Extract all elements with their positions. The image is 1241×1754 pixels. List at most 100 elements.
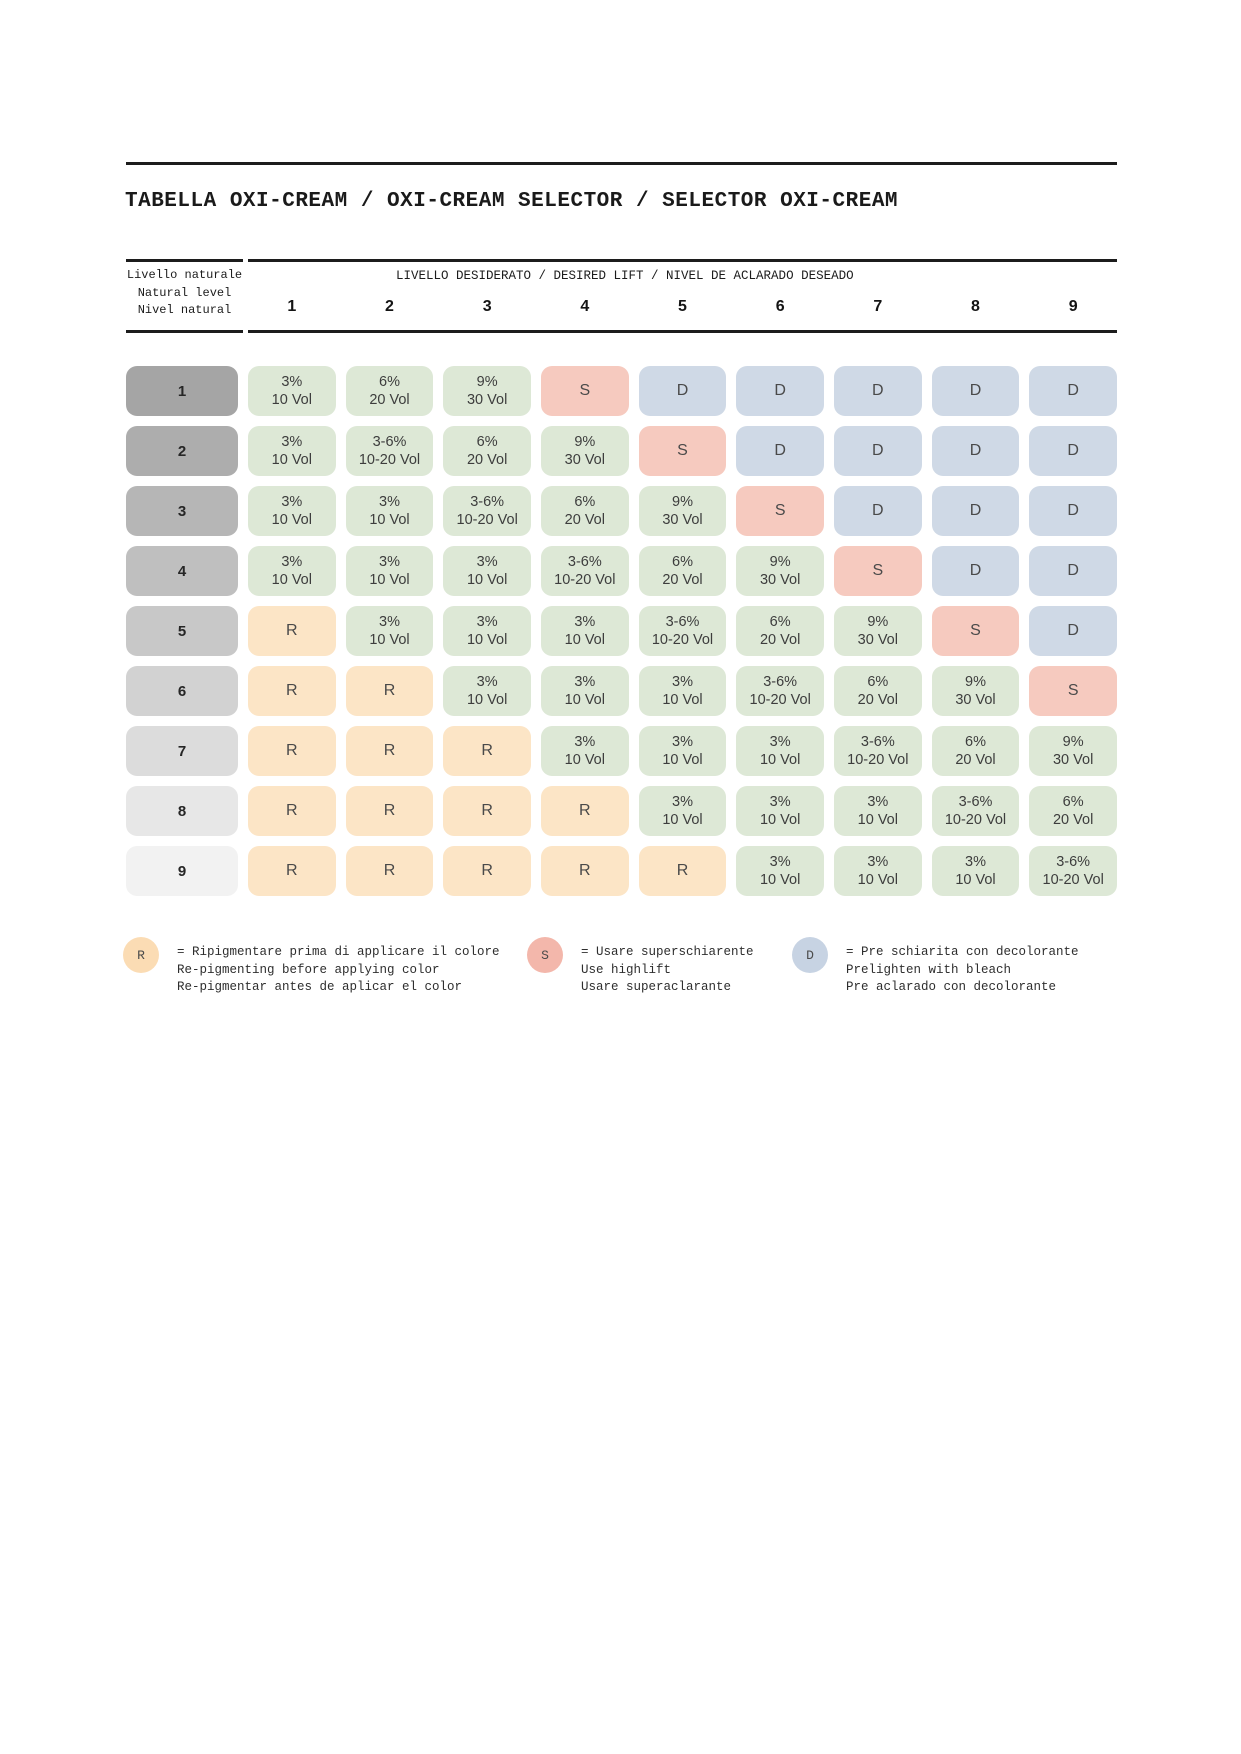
column-number-2: 2 (385, 298, 394, 315)
cell-line: 3-6% (860, 734, 895, 750)
cell-line: 10-20 Vol (358, 452, 421, 468)
cell-r8-c1: R (248, 786, 336, 836)
cell-line: 9% (1062, 734, 1084, 750)
header-rule-right (248, 259, 1117, 262)
cell-line: 3% (379, 494, 400, 510)
cell-r7-c9: 9% 30 Vol (1029, 726, 1117, 776)
cell-r9-c8: 3% 10 Vol (931, 846, 1020, 896)
legend-s-text: = Usare superschiarente Use highlift Usare… (581, 944, 754, 997)
cell-line: 10-20 Vol (749, 692, 811, 708)
cell-line: R (383, 862, 396, 879)
legend-d-badge: D (792, 937, 828, 973)
cell-line: R (286, 802, 298, 819)
cell-line: 3-6% (470, 494, 505, 510)
cell-r1-c3: 9% 30 Vol (443, 366, 531, 416)
cell-line: D (969, 382, 982, 399)
row-level-7: 7 (126, 726, 238, 776)
cell-line: 10 Vol (369, 512, 410, 528)
cell-line: R (383, 802, 396, 819)
cell-line: 30 Vol (564, 452, 605, 468)
cell-line: 3% (281, 494, 303, 510)
cell-r6-c5: 3% 10 Vol (638, 666, 727, 716)
cell-r4-c4: 3-6% 10-20 Vol (540, 546, 629, 596)
cell-line: 3% (379, 554, 400, 570)
cell-r1-c2: 6% 20 Vol (345, 366, 434, 416)
legend-line: Pre aclarado con decolorante (846, 980, 1057, 994)
cell-line: 30 Vol (466, 392, 508, 408)
cell-line: S (872, 562, 884, 579)
cell-line: 20 Vol (662, 572, 703, 588)
legend-line: = Pre schiarita con decolorante (846, 945, 1079, 959)
cell-line: 10 Vol (466, 692, 508, 708)
cell-line: 10 Vol (564, 632, 605, 648)
cell-r6-c9: S (1029, 666, 1117, 716)
cell-line: 6% (476, 434, 498, 450)
natural-level-line: Nivel natural (137, 303, 232, 317)
cell-line: 9% (574, 434, 596, 450)
cell-r2-c8: D (931, 426, 1020, 476)
cell-line: S (1067, 682, 1079, 699)
legend-line: Prelighten with bleach (846, 962, 1012, 977)
cell-line: 20 Vol (857, 692, 898, 708)
cell-r5-c6: 6% 20 Vol (736, 606, 824, 656)
cell-line: 3% (867, 854, 889, 870)
cell-line: 3-6% (567, 554, 602, 570)
cell-r5-c7: 9% 30 Vol (833, 606, 922, 656)
column-number-8: 8 (971, 298, 980, 315)
row-level-5: 5 (126, 606, 238, 656)
cell-line: 6% (574, 494, 596, 510)
cell-line: 30 Vol (662, 512, 703, 528)
cell-line: 10-20 Vol (651, 632, 714, 648)
cell-r7-c2: R (345, 726, 434, 776)
top-rule (126, 162, 1117, 165)
cell-r4-c9: D (1029, 546, 1117, 596)
cell-r7-c4: 3% 10 Vol (540, 726, 629, 776)
cell-r2-c5: S (638, 426, 727, 476)
cell-line: S (579, 382, 591, 399)
cell-line: 10-20 Vol (944, 812, 1007, 828)
cell-line: 3% (672, 734, 693, 750)
cell-line: 3% (965, 854, 986, 870)
cell-line: 10 Vol (662, 812, 703, 828)
selector-table: 1 3% 10 Vol 6% 20 Vol 9% 30 Vol S D D D D D 2 3% 10 Vol… (126, 366, 1117, 896)
cell-line: 10 Vol (857, 872, 898, 888)
cell-line: 10-20 Vol (1042, 872, 1104, 888)
cell-line: 10 Vol (955, 872, 996, 888)
cell-r5-c5: 3-6% 10-20 Vol (638, 606, 727, 656)
cell-line: R (286, 862, 298, 879)
cell-line: 10 Vol (466, 572, 508, 588)
cell-line: 20 Vol (1052, 812, 1094, 828)
row-level-4: 4 (126, 546, 238, 596)
cell-r3-c5: 9% 30 Vol (638, 486, 727, 536)
cell-line: 10 Vol (466, 632, 508, 648)
cell-line: R (481, 742, 493, 759)
row-level-6: 6 (126, 666, 238, 716)
cell-line: 20 Vol (369, 392, 410, 408)
cell-line: 10-20 Vol (456, 512, 518, 528)
cell-line: 10 Vol (271, 572, 312, 588)
cell-line: 10 Vol (759, 812, 801, 828)
cell-r5-c3: 3% 10 Vol (443, 606, 531, 656)
cell-r8-c8: 3-6% 10-20 Vol (931, 786, 1020, 836)
cell-line: 6% (672, 554, 693, 570)
natural-level-line: Livello naturale (126, 268, 243, 282)
subheader-rule-right (248, 330, 1117, 333)
cell-r8-c9: 6% 20 Vol (1029, 786, 1117, 836)
cell-r3-c6: S (736, 486, 824, 536)
legend-line: = Ripigmentare prima di applicare il col… (177, 945, 500, 959)
cell-r5-c1: R (248, 606, 336, 656)
cell-line: 3% (281, 434, 303, 450)
cell-line: 20 Vol (759, 632, 801, 648)
cell-line: 3% (672, 674, 693, 690)
cell-line: R (481, 862, 493, 879)
column-numbers-spacer (126, 298, 238, 316)
cell-r2-c9: D (1029, 426, 1117, 476)
cell-r9-c6: 3% 10 Vol (736, 846, 824, 896)
cell-r1-c1: 3% 10 Vol (248, 366, 336, 416)
cell-line: 9% (867, 614, 889, 630)
legend-d-text: = Pre schiarita con decolorante Prelighte… (846, 944, 1079, 997)
cell-r9-c4: R (540, 846, 629, 896)
cell-r8-c2: R (345, 786, 434, 836)
desired-lift-label: LIVELLO DESIDERATO / DESIRED LIFT / NIVE… (396, 269, 854, 283)
cell-r3-c3: 3-6% 10-20 Vol (443, 486, 531, 536)
